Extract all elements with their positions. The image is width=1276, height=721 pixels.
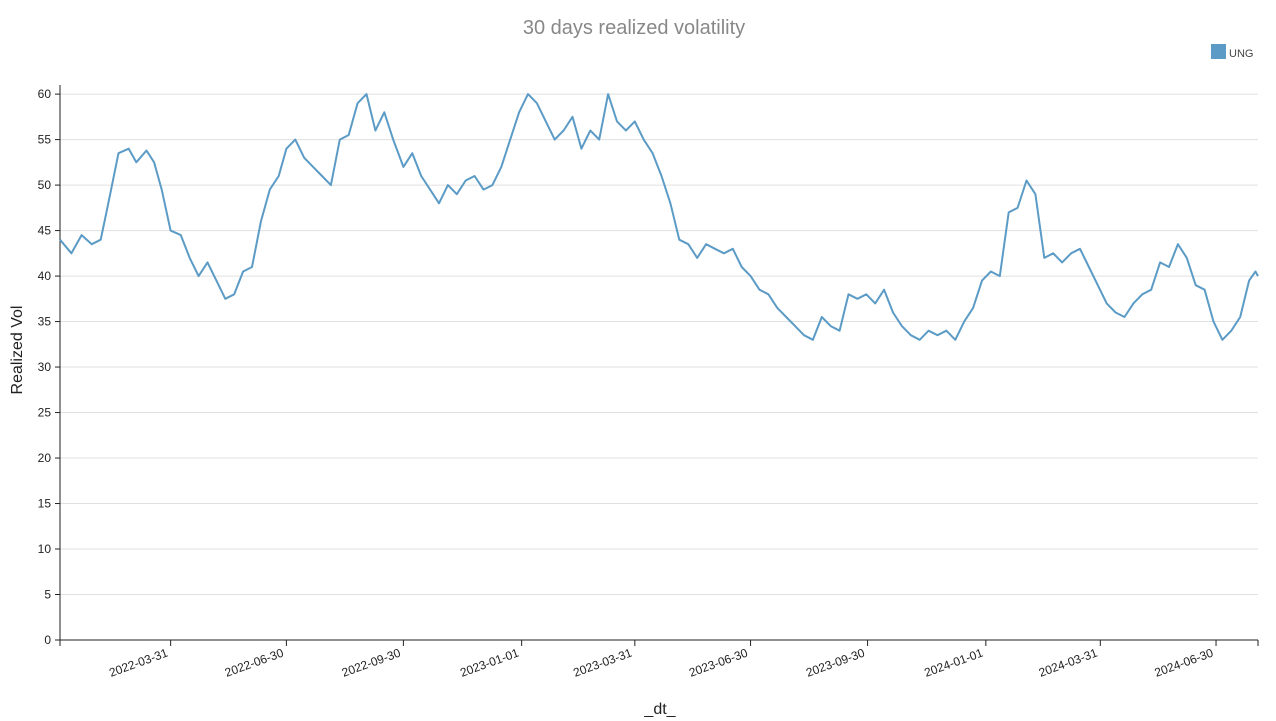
x-tick-label: 2022-03-31 <box>107 646 170 680</box>
legend-label-ung: UNG <box>1229 48 1253 60</box>
x-tick-label: 2023-03-31 <box>571 646 634 680</box>
x-tick-label: 2024-06-30 <box>1153 646 1216 680</box>
x-tick-label: 2022-06-30 <box>223 646 286 680</box>
y-tick-label: 40 <box>38 269 52 283</box>
y-tick-label: 45 <box>38 224 52 238</box>
chart-title: 30 days realized volatility <box>523 17 745 39</box>
x-axis-label: _dt_ <box>643 701 676 718</box>
y-tick-label: 0 <box>44 633 51 647</box>
series-layer <box>59 93 1259 341</box>
y-tick-label: 10 <box>38 542 52 556</box>
y-tick-label: 35 <box>38 315 52 329</box>
y-tick-label: 60 <box>38 87 52 101</box>
y-tick-label: 25 <box>38 406 52 420</box>
y-tick-label: 55 <box>38 133 52 147</box>
x-axis: 2022-03-31 2022-06-30 2022-09-30 2023-01-01… <box>59 639 1259 680</box>
y-tick-label: 50 <box>38 178 52 192</box>
x-tick-label: 2022-09-30 <box>340 646 403 680</box>
grid-lines <box>60 93 1258 596</box>
legend-swatch-ung <box>1211 44 1226 59</box>
y-tick-label: 5 <box>44 588 51 602</box>
x-tick-label: 2024-03-31 <box>1037 646 1100 680</box>
y-tick-label: 30 <box>38 360 52 374</box>
y-axis: 0 5 10 15 20 25 30 35 40 45 50 55 60 <box>38 85 61 647</box>
legend: UNG <box>1211 44 1253 60</box>
series-line-ung <box>59 93 1259 341</box>
y-axis-label: Realized Vol <box>9 306 26 395</box>
x-tick-label: 2023-06-30 <box>687 646 750 680</box>
x-tick-label: 2024-01-01 <box>922 646 985 680</box>
x-tick-label: 2023-09-30 <box>804 646 867 680</box>
y-tick-label: 15 <box>38 497 52 511</box>
y-tick-label: 20 <box>38 451 52 465</box>
x-tick-label: 2023-01-01 <box>458 646 521 680</box>
